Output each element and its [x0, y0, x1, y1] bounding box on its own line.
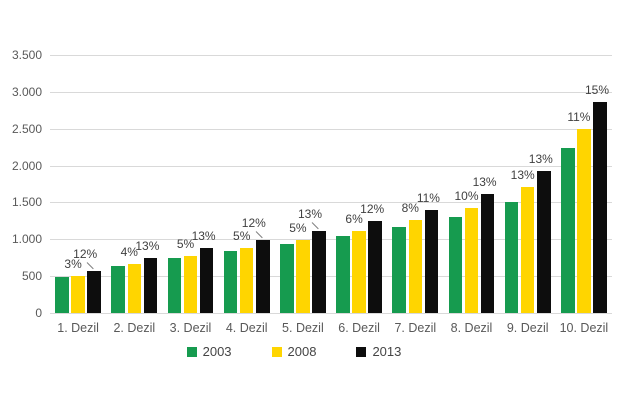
bar-2003-4-dezil — [223, 251, 238, 313]
bar-2008-2-dezil — [127, 264, 142, 313]
bar-label-2008: 11% — [567, 110, 591, 125]
bar-2013-8-dezil — [480, 193, 495, 313]
bar-label-2013: 13% — [528, 152, 553, 167]
bar-label-2008: 8% — [401, 201, 419, 216]
y-tick-label: 3.000 — [11, 84, 42, 99]
bar-label-2013: 12% — [360, 201, 385, 216]
bar-label-2013: 15% — [584, 82, 610, 97]
bar-2003-8-dezil — [448, 217, 463, 313]
legend-item-2008: 2008 — [271, 344, 317, 359]
legend-label: 2013 — [372, 344, 402, 359]
gridline — [50, 239, 612, 241]
bar-2008-6-dezil — [352, 230, 366, 313]
legend-label: 2008 — [287, 344, 317, 359]
bar-label-2013: 13% — [472, 174, 497, 189]
y-tick-label: 0 — [35, 306, 42, 320]
bar-label-2013: 13% — [191, 229, 216, 244]
bar-label-2008: 4% — [120, 245, 138, 260]
plot-area — [50, 55, 612, 314]
gridline — [50, 165, 612, 167]
bar-label-2008: 3% — [64, 256, 82, 271]
x-category-label: 5. Dezil — [282, 321, 324, 335]
bar-2003-5-dezil — [280, 243, 294, 313]
bar-2003-6-dezil — [336, 235, 350, 313]
y-tick-label: 3.500 — [11, 48, 42, 62]
y-tick-label: 1.000 — [11, 232, 42, 247]
gridline — [50, 55, 612, 56]
legend: 2003 2008 2013 — [0, 344, 604, 359]
bar-label-2013: 13% — [297, 206, 323, 221]
legend-item-2003: 2003 — [186, 344, 232, 359]
bar-2008-1-dezil — [71, 275, 85, 313]
x-category-label: 1. Dezil — [57, 321, 99, 335]
bar-2008-9-dezil — [520, 187, 535, 313]
x-category-label: 7. Dezil — [394, 321, 437, 335]
bar-label-2008: 6% — [345, 211, 363, 226]
gridline — [50, 313, 612, 314]
x-category-label: 9. Dezil — [506, 321, 549, 335]
bar-2013-3-dezil — [199, 248, 214, 313]
bar-2003-2-dezil — [111, 266, 125, 313]
bar-label-2013: 11% — [416, 191, 440, 206]
bar-2013-4-dezil — [256, 240, 270, 313]
gridline — [50, 128, 612, 130]
y-tick-label: 2.500 — [11, 121, 42, 136]
bar-2008-7-dezil — [408, 220, 423, 313]
legend-swatch-icon — [186, 346, 197, 357]
bar-2013-7-dezil — [424, 210, 439, 313]
bar-2008-4-dezil — [239, 247, 254, 313]
bar-label-2013: 13% — [135, 239, 160, 254]
bar-2008-10-dezil — [577, 129, 591, 313]
legend-item-2013: 2013 — [356, 344, 401, 359]
x-category-label: 4. Dezil — [225, 321, 268, 335]
bar-2013-10-dezil — [593, 101, 607, 313]
y-tick-label: 2.000 — [11, 158, 42, 173]
bar-label-2008: 5% — [233, 228, 251, 243]
x-category-label: 8. Dezil — [450, 321, 493, 335]
bar-2003-9-dezil — [504, 201, 519, 313]
bar-2013-5-dezil — [312, 230, 326, 313]
gridline — [50, 202, 612, 204]
legend-swatch-icon — [356, 346, 367, 357]
x-category-label: 3. Dezil — [169, 321, 212, 335]
bar-label-2008: 13% — [510, 168, 535, 183]
gridline — [50, 276, 612, 278]
gridline — [50, 91, 612, 93]
bar-label-2008: 5% — [289, 221, 307, 236]
bar-2013-9-dezil — [537, 171, 551, 313]
bar-2008-8-dezil — [464, 207, 479, 313]
bar-2008-3-dezil — [183, 255, 198, 313]
bar-2008-5-dezil — [296, 240, 310, 313]
bar-label-2008: 10% — [454, 188, 479, 203]
bar-label-2013: 12% — [73, 247, 98, 262]
x-category-label: 10. Dezil — [559, 321, 609, 335]
bar-2013-1-dezil — [87, 271, 101, 313]
bar-2003-10-dezil — [561, 148, 575, 313]
bar-label-2008: 5% — [176, 236, 195, 251]
bar-2013-6-dezil — [368, 220, 382, 313]
y-tick-label: 500 — [21, 269, 42, 284]
bar-2003-1-dezil — [55, 276, 69, 313]
legend-label: 2003 — [202, 344, 232, 359]
bar-2003-3-dezil — [167, 258, 182, 313]
bar-label-2013: 12% — [241, 216, 266, 231]
y-tick-label: 1.500 — [11, 195, 42, 210]
bar-2013-2-dezil — [143, 258, 158, 313]
bar-2003-7-dezil — [392, 227, 406, 313]
x-category-label: 2. Dezil — [113, 321, 156, 335]
x-category-label: 6. Dezil — [338, 321, 380, 335]
legend-swatch-icon — [271, 346, 282, 357]
